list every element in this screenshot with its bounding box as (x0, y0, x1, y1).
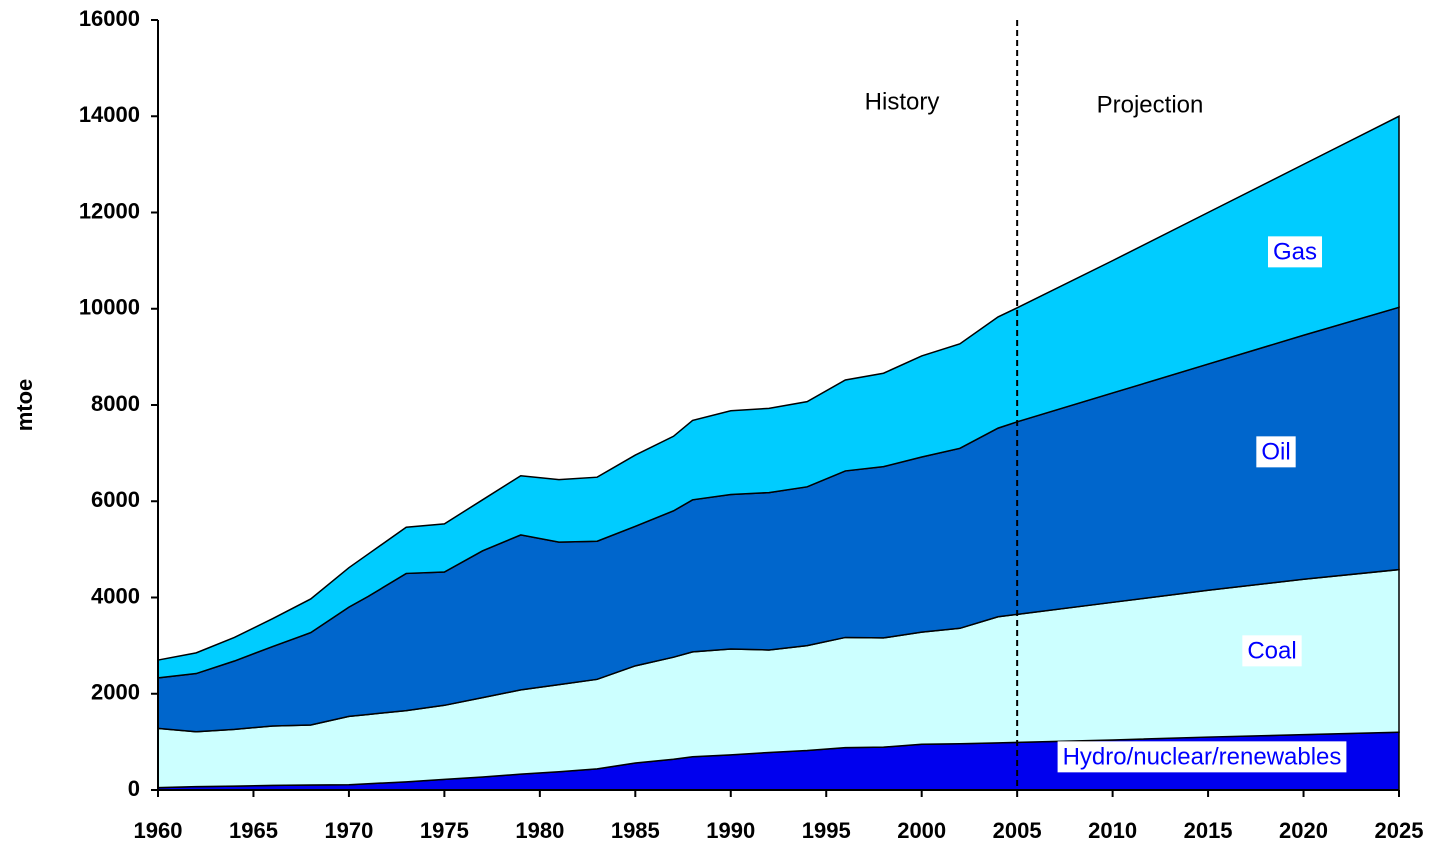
y-tick-label: 14000 (79, 102, 140, 127)
series-label: Oil (1261, 438, 1290, 465)
x-tick-label: 1965 (229, 818, 278, 843)
x-tick-label: 1980 (515, 818, 564, 843)
series-label: Coal (1247, 637, 1296, 664)
label-box (1057, 741, 1347, 773)
x-tick-label: 1960 (134, 818, 183, 843)
annotation: Projection (1097, 91, 1204, 118)
x-tick-label: 2000 (897, 818, 946, 843)
x-tick-label: 1995 (802, 818, 851, 843)
x-tick-label: 2025 (1375, 818, 1424, 843)
label-box (1256, 436, 1296, 468)
x-tick-label: 2010 (1088, 818, 1137, 843)
y-tick-label: 4000 (91, 583, 140, 608)
y-tick-label: 8000 (91, 391, 140, 416)
y-tick-label: 16000 (79, 6, 140, 31)
series-label: Gas (1273, 238, 1317, 265)
annotation: History (865, 88, 940, 115)
label-box (1242, 635, 1302, 667)
y-tick-label: 0 (128, 776, 140, 801)
series-label: Hydro/nuclear/renewables (1063, 743, 1342, 770)
x-tick-label: 1970 (324, 818, 373, 843)
area (157, 115, 1400, 679)
y-tick-label: 10000 (79, 295, 140, 320)
x-tick-label: 2015 (1184, 818, 1233, 843)
x-tick-label: 2020 (1279, 818, 1328, 843)
label-box (1267, 236, 1323, 268)
y-tick-label: 12000 (79, 198, 140, 223)
y-tick-label: 6000 (91, 487, 140, 512)
y-tick-label: 2000 (91, 680, 140, 705)
y-axis-label: mtoe (12, 379, 37, 432)
x-tick-label: 1985 (611, 818, 660, 843)
x-tick-label: 1990 (706, 818, 755, 843)
x-tick-label: 1975 (420, 818, 469, 843)
x-tick-label: 2005 (993, 818, 1042, 843)
